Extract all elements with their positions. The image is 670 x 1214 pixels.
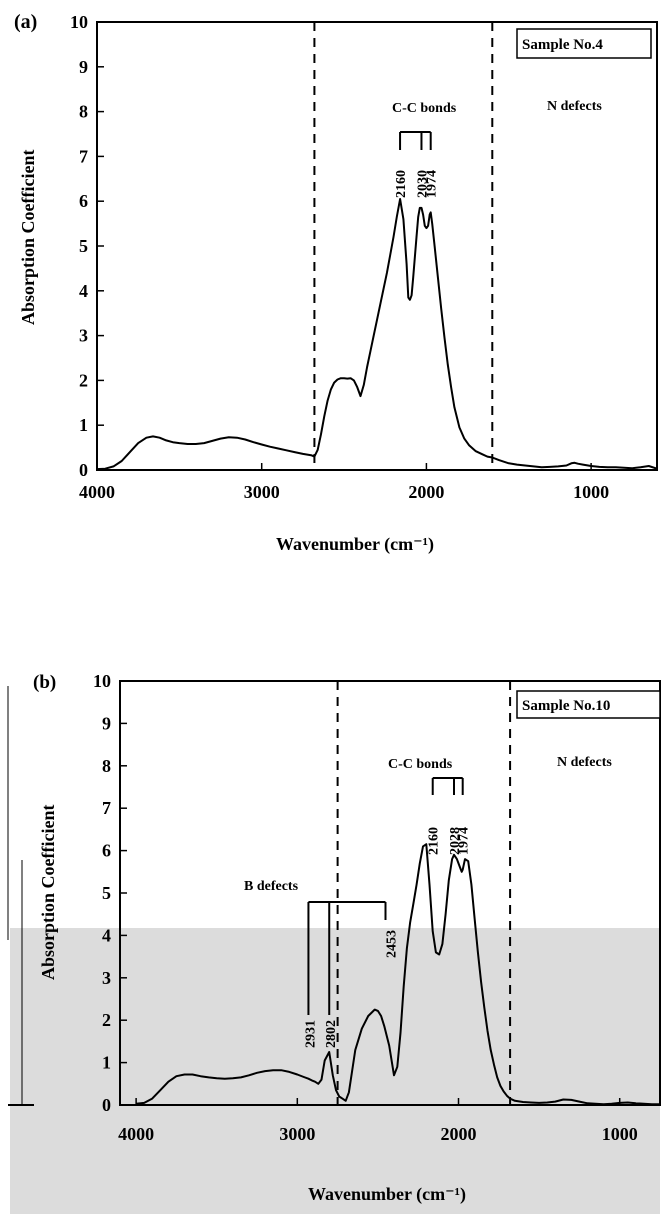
panel-a-ytick-label: 6 (79, 191, 88, 211)
panel-b-ytick-label: 4 (102, 925, 111, 945)
panel-b-xlabel: Wavenumber (cm⁻¹) (308, 1184, 466, 1205)
panel-b-peak-label: 2453 (384, 930, 399, 958)
panel-a-xtick-label: 4000 (79, 482, 115, 502)
panel-a-ytick-label: 7 (79, 146, 88, 166)
panel-a-label: (a) (14, 11, 37, 33)
panel-b-sample-box (516, 690, 661, 719)
panel-b-xtick-label: 1000 (602, 1124, 638, 1144)
panel-b-xtick-label: 2000 (441, 1124, 477, 1144)
panel-a: (a) Sample No.4 C-C bonds N defects Abso… (14, 11, 658, 555)
panel-b-region-b-label: B defects (244, 879, 299, 894)
panel-b-ytick-label: 1 (102, 1053, 111, 1073)
panel-a-xtick-label: 3000 (244, 482, 280, 502)
panel-a-region-n-label: N defects (547, 99, 602, 114)
panel-a-xlabel: Wavenumber (cm⁻¹) (276, 534, 434, 555)
panel-b-peak-label: 2028 (448, 827, 463, 855)
panel-b-peak-label: 2802 (324, 1020, 339, 1048)
panel-a-ytick-label: 5 (79, 236, 88, 256)
panel-b-ytick-label: 6 (102, 841, 111, 861)
panel-b-peak-label: 2931 (303, 1020, 318, 1048)
panel-a-spectrum-line (96, 198, 658, 471)
panel-a-xtick-label: 2000 (408, 482, 444, 502)
panel-b-plot-window (120, 681, 660, 928)
panel-b-label: (b) (33, 672, 56, 693)
panel-a-ytick-label: 2 (79, 370, 88, 390)
panel-a-ylabel: Absorption Coefficient (18, 150, 38, 325)
panel-a-plot-frame (96, 21, 658, 471)
panel-b-region-n-label: N defects (557, 755, 612, 770)
panel-b-region-cc-label: C-C bonds (388, 757, 453, 772)
panel-a-ytick-label: 4 (79, 281, 88, 301)
panel-a-sample-box (516, 28, 652, 59)
panel-b-ytick-label: 9 (102, 713, 111, 733)
panel-b-ytick-label: 2 (102, 1010, 111, 1030)
panel-a-region-cc-label: C-C bonds (392, 101, 457, 116)
panel-b: (b) Sample No.10 C-C bonds N defects B d… (7, 671, 661, 1214)
panel-b-grey-band (10, 928, 660, 1214)
panel-b-ytick-label: 0 (102, 1095, 111, 1115)
panel-b-ytick-label: 10 (93, 671, 111, 691)
panel-b-peak-label: 2160 (427, 827, 442, 855)
panel-a-sample-label: Sample No.4 (522, 37, 603, 53)
panel-b-ytick-label: 5 (102, 883, 111, 903)
panel-a-peak-label: 1974 (425, 170, 440, 198)
panel-b-peak-label: 1974 (457, 827, 472, 855)
panel-b-ytick-label: 3 (102, 968, 111, 988)
panel-b-xtick-label: 3000 (279, 1124, 315, 1144)
panel-a-ytick-label: 10 (70, 12, 88, 32)
panel-b-xtick-label: 4000 (118, 1124, 154, 1144)
panel-b-ylabel: Absorption Coefficient (38, 805, 58, 980)
panel-a-ytick-label: 9 (79, 57, 88, 77)
panel-a-xtick-label: 1000 (573, 482, 609, 502)
panel-a-ytick-label: 3 (79, 326, 88, 346)
panel-a-peak-label: 2160 (394, 170, 409, 198)
panel-a-ytick-label: 1 (79, 415, 88, 435)
panel-a-ytick-label: 8 (79, 102, 88, 122)
panel-a-peak-label: 2030 (415, 170, 430, 198)
panel-b-spectrum-line (136, 843, 660, 1106)
panel-a-ytick-label: 0 (79, 460, 88, 480)
panel-b-ytick-label: 7 (102, 798, 111, 818)
panel-b-ytick-label: 8 (102, 756, 111, 776)
panel-b-sample-label: Sample No.10 (522, 698, 610, 714)
